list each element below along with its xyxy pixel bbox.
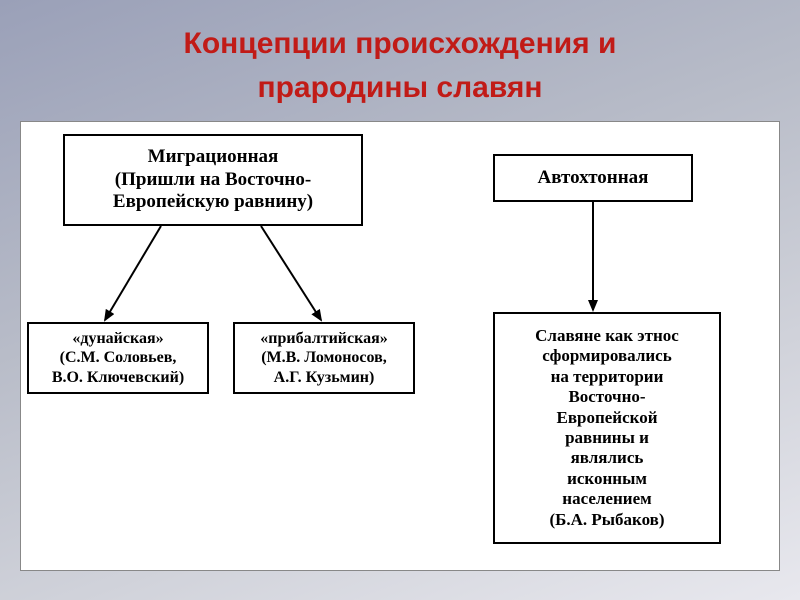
node-text-line: Восточно- <box>568 387 645 407</box>
node-text-line: исконным <box>567 469 647 489</box>
edge-migration-to-baltic <box>261 226 321 320</box>
node-text-line: «прибалтийская» <box>260 329 387 348</box>
node-migration: Миграционная(Пришли на Восточно-Европейс… <box>63 134 363 226</box>
node-text-line: В.О. Ключевский) <box>52 368 184 387</box>
node-text-line: (Пришли на Восточно- <box>115 169 311 192</box>
node-text-line: «дунайская» <box>72 329 163 348</box>
node-text-line: (М.В. Ломоносов, <box>261 348 387 367</box>
node-text-line: Славяне как этнос <box>535 326 679 346</box>
concepts-diagram: Миграционная(Пришли на Восточно-Европейс… <box>20 121 780 571</box>
edge-migration-to-danube <box>105 226 161 320</box>
node-text-line: А.Г. Кузьмин) <box>274 368 375 387</box>
node-text-line: Европейскую равнину) <box>113 191 313 214</box>
node-text-line: на территории <box>551 367 664 387</box>
node-autochthon-detail: Славяне как этноссформировалисьна террит… <box>493 312 721 544</box>
node-text-line: (Б.А. Рыбаков) <box>549 510 664 530</box>
node-baltic: «прибалтийская»(М.В. Ломоносов,А.Г. Кузь… <box>233 322 415 394</box>
node-text-line: Автохтонная <box>538 167 649 190</box>
node-danube: «дунайская»(С.М. Соловьев,В.О. Ключевски… <box>27 322 209 394</box>
node-text-line: сформировались <box>542 346 671 366</box>
node-text-line: являлись <box>571 448 644 468</box>
node-text-line: равнины и <box>565 428 649 448</box>
title-line1: Концепции происхождения и <box>0 22 800 66</box>
title-line2: прародины славян <box>0 66 800 110</box>
page-title: Концепции происхождения и прародины слав… <box>0 0 800 109</box>
node-text-line: Миграционная <box>148 146 279 169</box>
node-text-line: населением <box>562 489 651 509</box>
node-text-line: Европейской <box>556 408 657 428</box>
node-text-line: (С.М. Соловьев, <box>60 348 177 367</box>
node-autochthon: Автохтонная <box>493 154 693 202</box>
